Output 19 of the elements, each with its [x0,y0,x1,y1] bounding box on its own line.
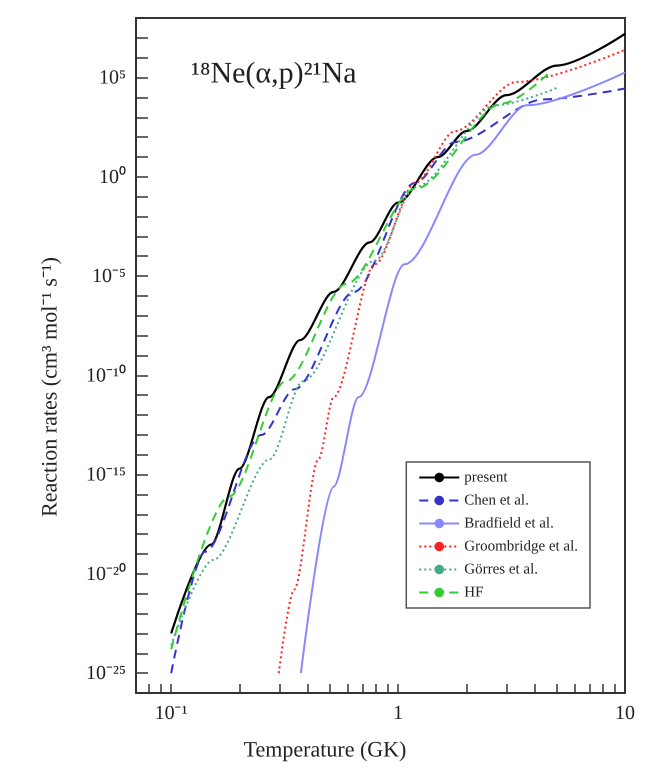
legend-label: present [464,470,508,486]
legend-label: Groombridge et al. [464,538,578,554]
legend-label: Bradfield et al. [464,516,554,532]
x-tick-label: 1 [393,702,404,724]
y-tick-label: 10⁻²⁰ [86,562,126,585]
x-tick-label: 10 [615,702,635,724]
legend-label: Görres et al. [464,562,538,578]
y-tick-label: 10⁰ [99,164,126,188]
y-tick-label: 10⁵ [99,66,126,89]
y-axis-title: Reaction rates (cm³ mol⁻¹ s⁻¹) [36,257,62,517]
y-tick-label: 10⁻²⁵ [86,662,126,684]
y-tick-label: 10⁻¹⁰ [86,363,126,386]
y-tick-label: 10⁻⁵ [92,265,126,288]
legend-label: HF [464,584,484,600]
x-tick-label: 10⁻¹ [154,702,188,724]
legend-label: Chen et al. [464,492,529,508]
y-tick-label: 10⁻¹⁵ [86,464,126,486]
annotation: ¹⁸Ne(α,p)²¹Na [191,56,357,90]
x-axis-title: Temperature (GK) [244,736,406,762]
